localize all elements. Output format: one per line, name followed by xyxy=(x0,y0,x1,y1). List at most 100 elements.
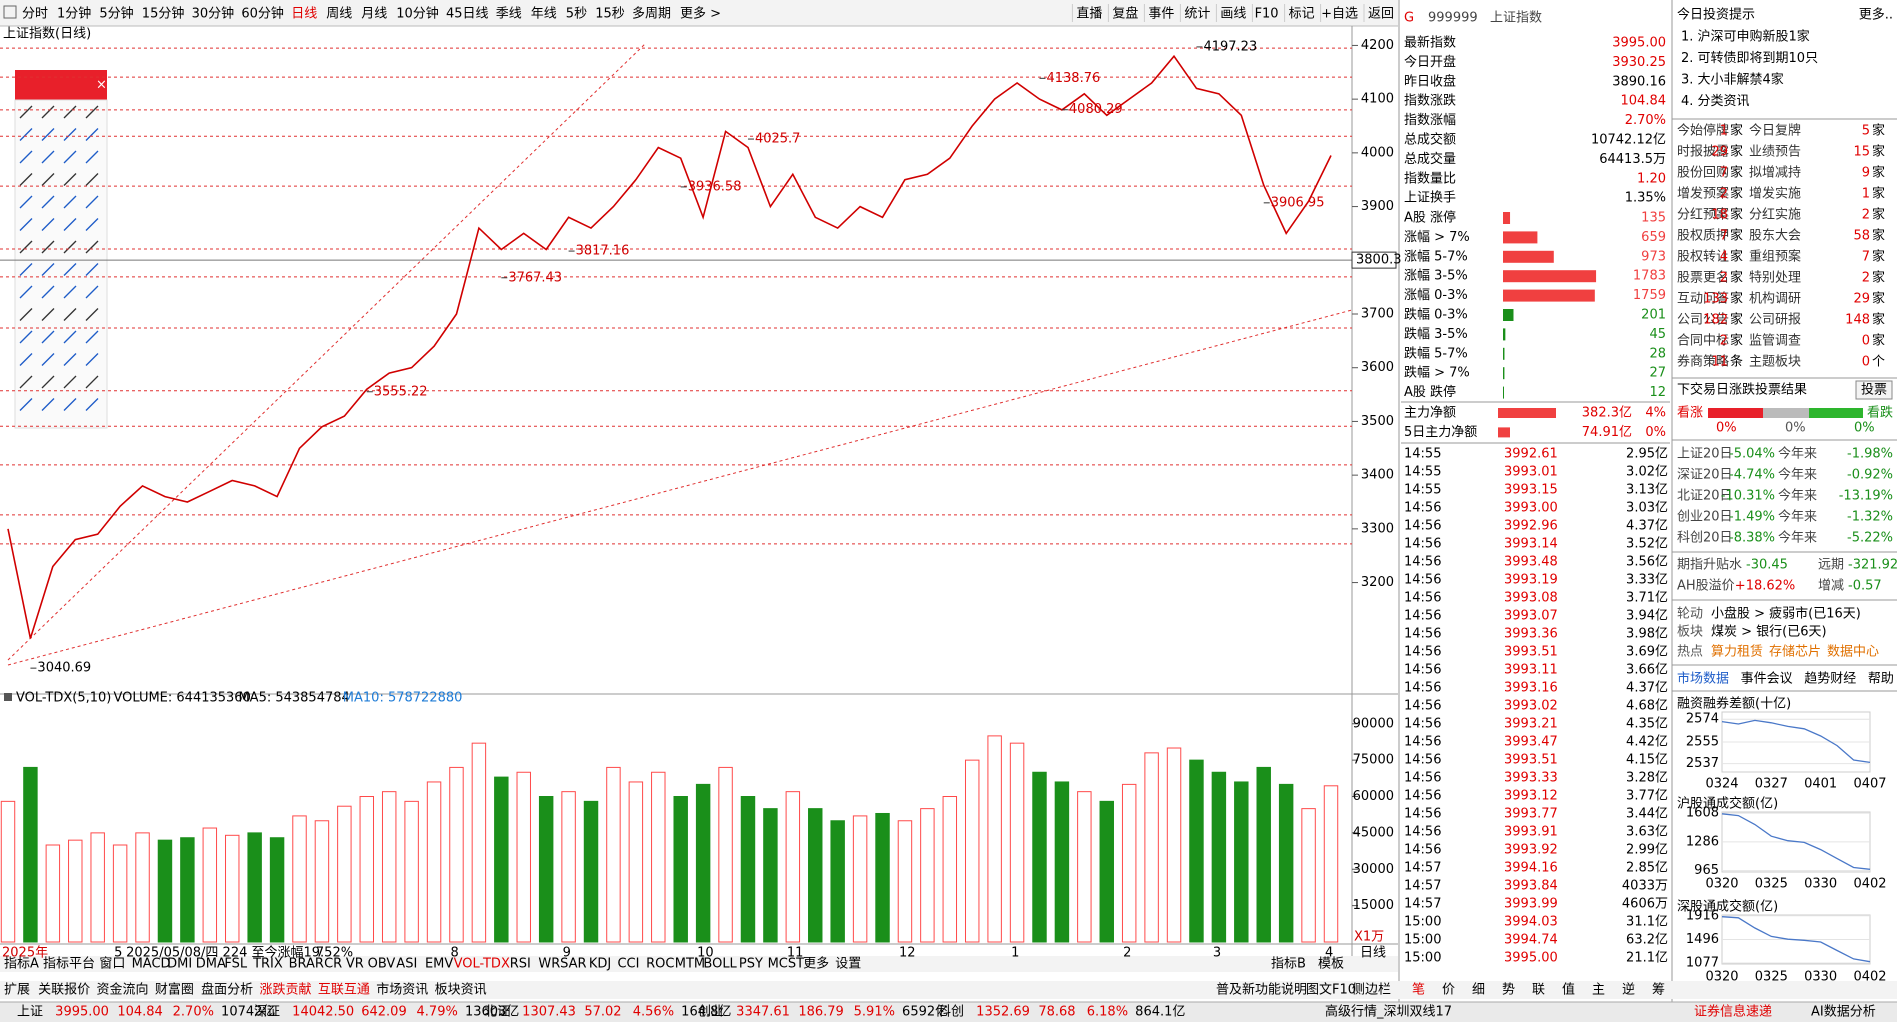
tool-icon[interactable] xyxy=(41,240,55,254)
indicator-tab[interactable]: 指标平台 xyxy=(43,957,95,972)
quote-tab[interactable]: 细 xyxy=(1472,983,1485,998)
tool-icon[interactable] xyxy=(85,330,99,344)
event-label[interactable]: 分红实施 xyxy=(1749,207,1801,223)
tool-icon[interactable] xyxy=(19,375,33,389)
indicator-tab[interactable]: SAR xyxy=(560,957,586,972)
period-tab[interactable]: 10分钟 xyxy=(396,6,439,22)
tool-icon[interactable] xyxy=(41,105,55,119)
quote-tab[interactable]: 价 xyxy=(1442,983,1455,998)
quote-tab[interactable]: 笔 xyxy=(1412,982,1425,998)
tool-icon[interactable] xyxy=(85,375,99,389)
hot-topic[interactable]: 数据中心 xyxy=(1827,645,1879,660)
toolbar-button[interactable]: 复盘 xyxy=(1112,6,1138,22)
indicator-tab[interactable]: VR xyxy=(346,957,364,972)
menu-icon[interactable] xyxy=(3,5,17,19)
tool-icon[interactable] xyxy=(41,263,55,276)
tool-icon[interactable] xyxy=(41,218,55,231)
tool-icon[interactable] xyxy=(19,128,33,141)
indicator-tab[interactable]: BOLL xyxy=(703,957,737,972)
feature-link[interactable]: 侧边栏 xyxy=(1352,983,1391,998)
tool-icon[interactable] xyxy=(41,195,55,209)
indicator-tab[interactable]: ROC xyxy=(646,957,674,972)
vote-button[interactable] xyxy=(1855,380,1893,400)
indicator-tab[interactable]: DMI xyxy=(167,957,192,972)
event-label[interactable]: 时报披露 xyxy=(1677,145,1729,160)
period-tab[interactable]: 15秒 xyxy=(595,7,625,22)
indicator-tab[interactable]: 模板 xyxy=(1318,957,1344,972)
tool-icon[interactable] xyxy=(41,150,55,164)
event-label[interactable]: 增发预案 xyxy=(1677,186,1729,202)
tool-icon[interactable] xyxy=(85,195,99,209)
tool-icon[interactable] xyxy=(63,263,77,276)
tool-icon[interactable] xyxy=(41,398,55,411)
info-item[interactable]: 4. 分类资讯 xyxy=(1681,94,1750,109)
tool-icon[interactable] xyxy=(63,240,77,254)
event-label[interactable]: 今日复牌 xyxy=(1749,123,1801,139)
ai-link[interactable]: AI数据分析 xyxy=(1811,1005,1876,1020)
indicator-tab[interactable]: PSY xyxy=(739,957,763,972)
indicator-tab[interactable]: MTM xyxy=(675,957,705,972)
period-tab[interactable]: 分时 xyxy=(22,7,48,22)
event-label[interactable]: 特别处理 xyxy=(1749,271,1801,286)
indicator-tab[interactable]: FSL xyxy=(224,957,248,972)
toolbar-button[interactable]: 统计 xyxy=(1184,7,1210,22)
period-tab[interactable]: 15分钟 xyxy=(142,6,185,22)
event-label[interactable]: 股票更名 xyxy=(1677,270,1729,286)
event-label[interactable]: 拟增减持 xyxy=(1749,166,1801,181)
info-item[interactable]: 3. 大小非解禁4家 xyxy=(1681,72,1784,88)
toolbar-button[interactable]: 标记 xyxy=(1289,7,1315,22)
period-tab[interactable]: 5秒 xyxy=(566,7,587,22)
period-tab[interactable]: 5分钟 xyxy=(99,6,133,22)
toolbar-button[interactable]: F10 xyxy=(1255,7,1279,22)
event-label[interactable]: 股权转让 xyxy=(1677,249,1729,265)
event-label[interactable]: 重组预案 xyxy=(1749,249,1801,265)
tool-icon[interactable] xyxy=(85,263,99,276)
info-tab[interactable]: 盘面分析 xyxy=(201,982,253,998)
feature-link[interactable]: 普及新功能说明 xyxy=(1216,982,1307,998)
info-item[interactable]: 2. 可转债即将到期10只 xyxy=(1681,51,1818,66)
tool-icon[interactable] xyxy=(85,398,99,411)
indicator-tab[interactable]: 更多 xyxy=(803,956,829,972)
close-icon[interactable]: × xyxy=(96,78,107,93)
indicator-tab[interactable]: 设置 xyxy=(835,957,861,972)
tool-icon[interactable] xyxy=(41,353,55,366)
tool-icon[interactable] xyxy=(41,330,55,344)
tool-icon[interactable] xyxy=(63,128,77,141)
news-link[interactable]: 证券信息速递 xyxy=(1694,1004,1772,1020)
indicator-tab[interactable]: ASI xyxy=(396,957,417,972)
quote-tab[interactable]: 逆 xyxy=(1622,982,1635,998)
toolbar-button[interactable]: 事件 xyxy=(1148,7,1174,22)
tool-icon[interactable] xyxy=(19,398,33,411)
indicator-tab[interactable]: KDJ xyxy=(589,957,611,972)
info-tab[interactable]: 趋势财经 xyxy=(1804,671,1856,687)
quote-tab[interactable]: 联 xyxy=(1532,983,1545,998)
tool-icon[interactable] xyxy=(41,308,55,321)
tool-icon[interactable] xyxy=(63,398,77,411)
tool-icon[interactable] xyxy=(41,375,55,389)
period-tab[interactable]: 多周期 xyxy=(632,6,671,22)
indicator-tab[interactable]: DMA xyxy=(196,957,226,972)
indicator-tab[interactable]: BRAR xyxy=(289,957,324,972)
tool-icon[interactable] xyxy=(85,353,99,366)
tool-icon[interactable] xyxy=(19,195,33,209)
event-label[interactable]: 公司研报 xyxy=(1749,313,1801,328)
event-label[interactable]: 股份回购 xyxy=(1677,165,1729,181)
info-item[interactable]: 1. 沪深可申购新股1家 xyxy=(1681,29,1810,45)
event-label[interactable]: 公司公告 xyxy=(1677,313,1729,328)
info-tab[interactable]: 关联报价 xyxy=(38,983,90,998)
period-tab[interactable]: 1分钟 xyxy=(57,6,91,22)
toolbar-button[interactable]: 直播 xyxy=(1076,7,1102,22)
indicator-tab[interactable]: CCI xyxy=(617,957,639,972)
indicator-tab[interactable]: CR xyxy=(324,957,342,972)
event-label[interactable]: 增发实施 xyxy=(1749,186,1801,202)
tool-icon[interactable] xyxy=(19,308,33,321)
indicator-tab[interactable]: VOL-TDX xyxy=(454,957,510,972)
indicator-tab[interactable]: MCST xyxy=(768,957,805,972)
period-tab[interactable]: 季线 xyxy=(496,7,522,22)
event-label[interactable]: 合同中标 xyxy=(1677,334,1729,349)
event-label[interactable]: 今始停牌 xyxy=(1677,123,1729,139)
tool-icon[interactable] xyxy=(19,353,33,366)
info-tab[interactable]: 帮助 xyxy=(1868,672,1894,687)
indicator-tab[interactable]: WR xyxy=(538,957,560,972)
event-label[interactable]: 互动问答 xyxy=(1677,291,1729,307)
